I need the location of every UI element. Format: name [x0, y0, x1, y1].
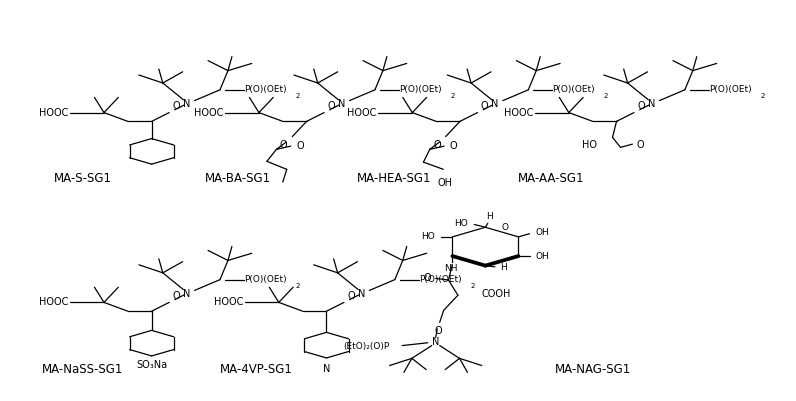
Text: HO: HO — [421, 232, 435, 241]
Text: 2: 2 — [604, 93, 608, 99]
Text: O: O — [327, 101, 335, 111]
Text: MA-AA-SG1: MA-AA-SG1 — [518, 172, 584, 185]
Text: P(O)(OEt): P(O)(OEt) — [399, 85, 442, 94]
Text: MA-NAG-SG1: MA-NAG-SG1 — [555, 363, 630, 376]
Text: P(O)(OEt): P(O)(OEt) — [419, 275, 462, 284]
Text: O: O — [172, 101, 180, 111]
Text: O: O — [435, 326, 442, 336]
Text: (EtO)₂(O)P: (EtO)₂(O)P — [343, 342, 389, 351]
Text: HOOC: HOOC — [347, 107, 377, 117]
Text: O: O — [296, 141, 304, 151]
Text: N: N — [357, 289, 365, 299]
Text: SO₃Na: SO₃Na — [136, 360, 167, 370]
Text: HOOC: HOOC — [193, 107, 223, 117]
Text: O: O — [423, 273, 431, 283]
Text: P(O)(OEt): P(O)(OEt) — [552, 85, 595, 94]
Text: O: O — [172, 291, 180, 301]
Text: O: O — [280, 140, 287, 150]
Text: HOOC: HOOC — [39, 298, 68, 308]
Text: MA-S-SG1: MA-S-SG1 — [53, 172, 111, 185]
Text: HO: HO — [582, 140, 597, 150]
Text: OH: OH — [536, 251, 550, 261]
Text: N: N — [648, 99, 655, 109]
Text: OH: OH — [437, 178, 452, 188]
Text: P(O)(OEt): P(O)(OEt) — [244, 85, 287, 94]
Text: O: O — [481, 101, 488, 111]
Text: P(O)(OEt): P(O)(OEt) — [244, 275, 287, 284]
Text: HO: HO — [455, 219, 468, 228]
Text: 2: 2 — [451, 93, 455, 99]
Text: H: H — [486, 212, 493, 221]
Text: N: N — [432, 336, 439, 346]
Text: MA-NaSS-SG1: MA-NaSS-SG1 — [42, 363, 123, 376]
Text: 2: 2 — [295, 283, 300, 289]
Text: OH: OH — [536, 228, 550, 237]
Text: O: O — [636, 140, 644, 150]
Text: O: O — [501, 223, 509, 232]
Text: 2: 2 — [760, 93, 765, 99]
Text: O: O — [347, 291, 355, 301]
Text: N: N — [183, 99, 190, 109]
Text: HOOC: HOOC — [39, 107, 68, 117]
Text: P(O)(OEt): P(O)(OEt) — [708, 85, 751, 94]
Text: N: N — [183, 289, 190, 299]
Text: MA-HEA-SG1: MA-HEA-SG1 — [357, 172, 431, 185]
Text: N: N — [491, 99, 498, 109]
Text: NH: NH — [444, 264, 458, 273]
Text: 2: 2 — [470, 283, 474, 289]
Text: 2: 2 — [295, 93, 300, 99]
Text: N: N — [338, 99, 345, 109]
Text: O: O — [450, 141, 457, 151]
Text: HOOC: HOOC — [213, 298, 243, 308]
Text: COOH: COOH — [482, 290, 511, 300]
Text: N: N — [323, 364, 330, 374]
Text: MA-BA-SG1: MA-BA-SG1 — [205, 172, 271, 185]
Text: O: O — [433, 140, 441, 150]
Text: H: H — [500, 263, 506, 272]
Text: O: O — [637, 101, 645, 111]
Text: HOOC: HOOC — [504, 107, 533, 117]
Text: MA-4VP-SG1: MA-4VP-SG1 — [220, 363, 293, 376]
